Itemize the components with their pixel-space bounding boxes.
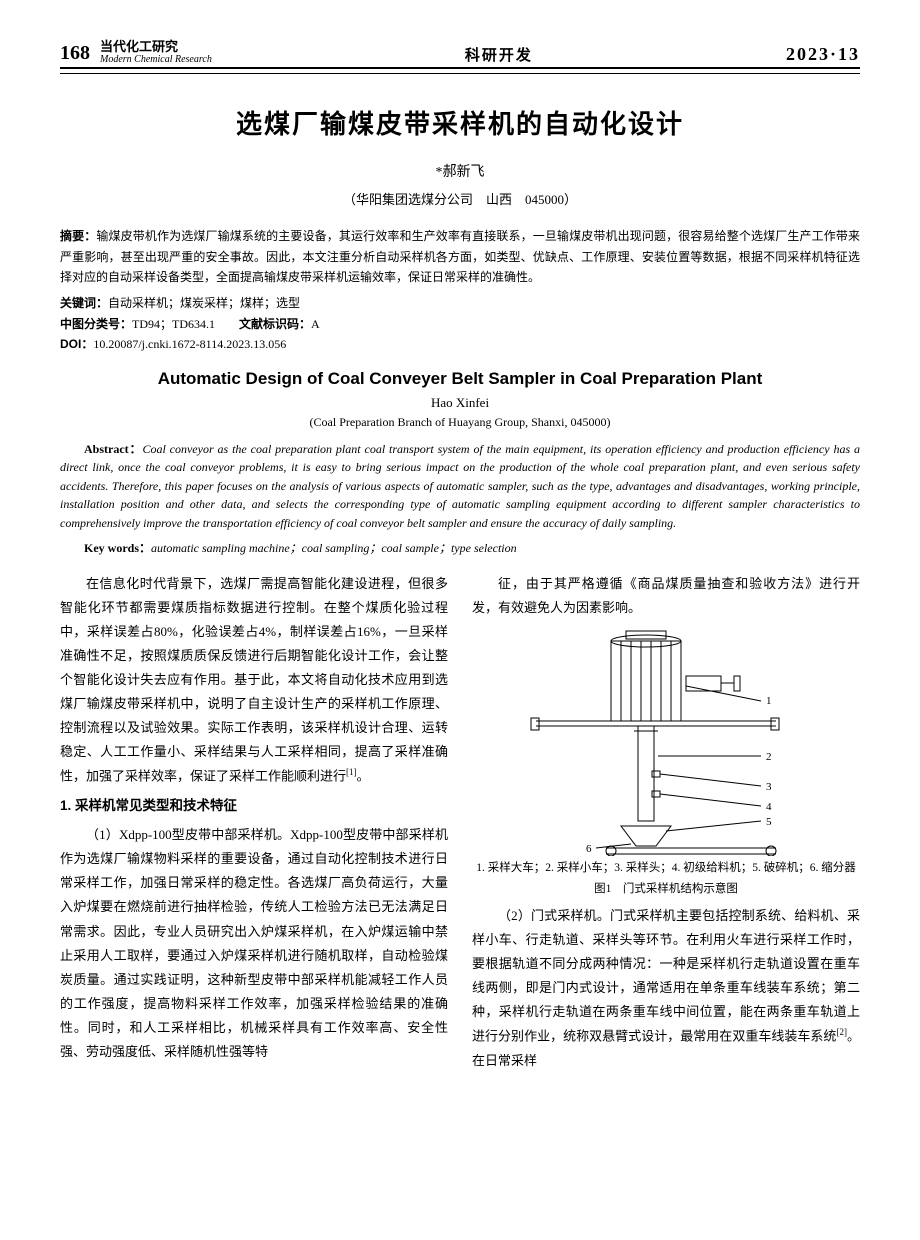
abstract-cn: 摘要：输煤皮带机作为选煤厂输煤系统的主要设备，其运行效率和生产效率有直接联系，一… <box>60 226 860 287</box>
doi-label: DOI： <box>60 337 93 351</box>
svg-text:4: 4 <box>766 801 772 813</box>
page-header: 168 当代化工研究 Modern Chemical Research 科研开发… <box>60 40 860 69</box>
column-left: 在信息化时代背景下，选煤厂需提高智能化建设进程，但很多智能化环节都需要煤质指标数… <box>60 572 448 1073</box>
class-label: 中图分类号： <box>60 317 132 331</box>
journal-name-en: Modern Chemical Research <box>100 54 212 65</box>
journal-name-cn: 当代化工研究 <box>100 40 212 54</box>
svg-text:5: 5 <box>766 816 772 828</box>
doc-code-label: 文献标识码： <box>239 317 311 331</box>
abstract-cn-label: 摘要： <box>60 229 96 243</box>
sampler-diagram: 1 2 3 4 5 6 <box>516 626 816 856</box>
page-number: 168 <box>60 42 90 65</box>
figure-caption: 图1 门式采样机结构示意图 <box>472 881 860 898</box>
svg-text:3: 3 <box>766 781 772 793</box>
keywords-en-label: Key words： <box>84 541 151 555</box>
citation-ref: [2] <box>836 1027 847 1037</box>
affiliation-cn: （华阳集团选煤分公司 山西 045000） <box>60 189 860 208</box>
paragraph: 征，由于其严格遵循《商品煤质量抽查和验收方法》进行开发，有效避免人为因素影响。 <box>472 572 860 620</box>
svg-text:1: 1 <box>766 695 772 707</box>
keywords-cn-text: 自动采样机；煤炭采样；煤样；选型 <box>108 296 300 310</box>
citation-ref: [1] <box>346 767 357 777</box>
svg-text:6: 6 <box>586 843 592 855</box>
keywords-cn: 关键词：自动采样机；煤炭采样；煤样；选型 <box>60 293 860 313</box>
classification-line: 中图分类号：TD94；TD634.1 文献标识码：A <box>60 314 860 334</box>
doi-value: 10.20087/j.cnki.1672-8114.2023.13.056 <box>93 337 286 351</box>
keywords-cn-label: 关键词： <box>60 296 108 310</box>
article-title-cn: 选煤厂输煤皮带采样机的自动化设计 <box>60 104 860 141</box>
paragraph: 在信息化时代背景下，选煤厂需提高智能化建设进程，但很多智能化环节都需要煤质指标数… <box>60 572 448 789</box>
affiliation-en: (Coal Preparation Branch of Huayang Grou… <box>60 415 860 430</box>
header-left: 168 当代化工研究 Modern Chemical Research <box>60 40 212 65</box>
section-heading: 1. 采样机常见类型和技术特征 <box>60 794 448 819</box>
abstract-cn-text: 输煤皮带机作为选煤厂输煤系统的主要设备，其运行效率和生产效率有直接联系，一旦输煤… <box>60 229 860 284</box>
doi-line: DOI：10.20087/j.cnki.1672-8114.2023.13.05… <box>60 334 860 354</box>
keywords-en-text: automatic sampling machine；coal sampling… <box>151 541 517 555</box>
svg-text:2: 2 <box>766 751 772 763</box>
header-section: 科研开发 <box>465 44 533 65</box>
column-right: 征，由于其严格遵循《商品煤质量抽查和验收方法》进行开发，有效避免人为因素影响。 <box>472 572 860 1073</box>
article-title-en: Automatic Design of Coal Conveyer Belt S… <box>60 369 860 389</box>
author-cn: *郝新飞 <box>60 161 860 181</box>
author-en: Hao Xinfei <box>60 395 860 411</box>
header-issue: 2023·13 <box>786 44 860 65</box>
figure-1: 1 2 3 4 5 6 1. 采样大车；2. 采样小车；3. 采样头；4. 初级… <box>472 626 860 899</box>
abstract-en-text: Coal conveyor as the coal preparation pl… <box>60 442 860 530</box>
abstract-en-label: Abstract： <box>84 442 142 456</box>
class-value: TD94；TD634.1 <box>132 317 215 331</box>
doc-code-value: A <box>311 317 320 331</box>
keywords-en: Key words：automatic sampling machine；coa… <box>60 539 860 556</box>
journal-block: 当代化工研究 Modern Chemical Research <box>100 40 212 65</box>
abstract-en: Abstract：Coal conveyor as the coal prepa… <box>60 440 860 533</box>
figure-legend: 1. 采样大车；2. 采样小车；3. 采样头；4. 初级给料机；5. 破碎机；6… <box>472 860 860 877</box>
paragraph: （2）门式采样机。门式采样机主要包括控制系统、给料机、采样小车、行走轨道、采样头… <box>472 904 860 1073</box>
header-rule <box>60 73 860 74</box>
body-columns: 在信息化时代背景下，选煤厂需提高智能化建设进程，但很多智能化环节都需要煤质指标数… <box>60 572 860 1073</box>
paragraph: （1）Xdpp-100型皮带中部采样机。Xdpp-100型皮带中部采样机作为选煤… <box>60 823 448 1063</box>
